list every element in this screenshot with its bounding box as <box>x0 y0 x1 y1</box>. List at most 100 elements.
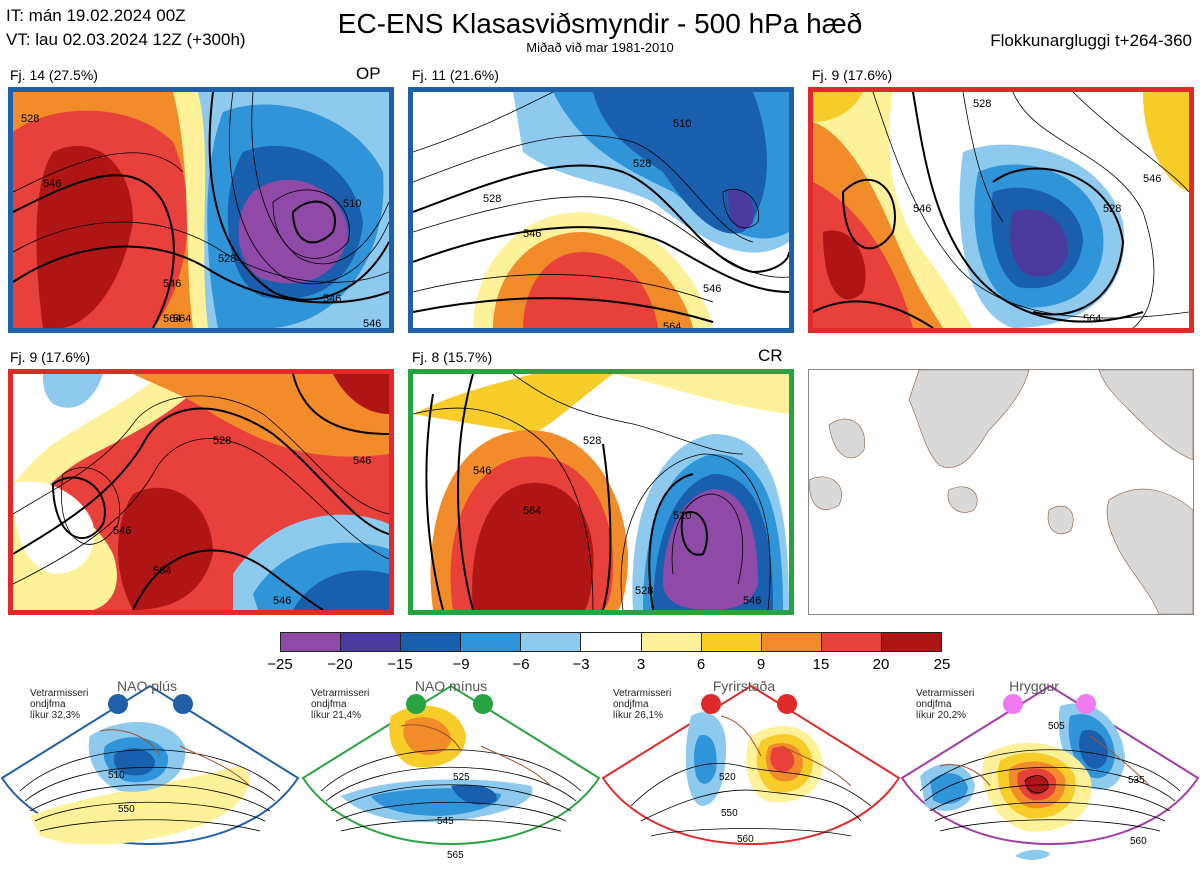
regime-title: NAO mínus <box>414 678 488 694</box>
regime-title: Hryggur <box>1009 678 1059 694</box>
regime-ridge: 505 535 560 Hryggur Vetrarmisseri ondjfma… <box>900 676 1200 871</box>
contour-label: 560 <box>737 834 754 845</box>
contour-label: 510 <box>343 198 361 210</box>
color-scale-legend <box>280 632 942 652</box>
regime-note: Vetrarmisseri ondjfma líkur 26,1% <box>613 688 672 721</box>
legend-tick: 6 <box>696 656 706 673</box>
legend-tick: −6 <box>512 656 530 673</box>
contour-label: 546 <box>913 203 931 215</box>
contour-label: 546 <box>523 228 541 240</box>
regime-nao-minus: 525 545 565 NAO mínus Vetrarmisseri ondjf… <box>301 676 601 871</box>
contour-label: 528 <box>218 253 236 265</box>
cluster-map-5: 528 546 564 510 528 546 <box>408 369 794 615</box>
contour-label: 528 <box>635 585 653 597</box>
cluster-map-2: 510 528 528 546 546 564 <box>408 87 794 333</box>
contour-label: 564 <box>163 313 181 325</box>
legend-swatch <box>401 633 462 651</box>
contour-label: 510 <box>108 770 125 781</box>
contour-label: 528 <box>213 435 231 447</box>
regime-dot <box>777 694 797 714</box>
legend-swatch <box>821 633 882 651</box>
contour-label: 546 <box>163 278 181 290</box>
regime-dot <box>473 694 493 714</box>
cluster-map-4: 528 546 564 546 546 <box>8 369 394 615</box>
valid-time: VT: lau 02.03.2024 12Z (+300h) <box>6 30 246 49</box>
regime-title: Fyrirstaða <box>712 678 776 694</box>
contour-label: 546 <box>353 455 371 467</box>
regime-dot <box>406 694 426 714</box>
contour-label: 505 <box>1048 721 1065 732</box>
contour-label: 564 <box>663 321 681 328</box>
cluster-tag: CR <box>758 346 783 365</box>
legend-swatch <box>461 633 522 651</box>
regime-dot <box>1076 694 1096 714</box>
page-subtitle: Miðað við mar 1981-2010 <box>526 40 674 55</box>
classification-window: Flokkunargluggi t+264-360 <box>990 31 1192 50</box>
legend-swatch <box>341 633 402 651</box>
legend-tick: 25 <box>933 656 951 673</box>
contour-label: 528 <box>633 158 651 170</box>
regime-note: Vetrarmisseri ondjfma líkur 20,2% <box>916 688 975 721</box>
contour-label: 510 <box>673 510 691 522</box>
legend-tick: −20 <box>327 656 353 673</box>
legend-swatch <box>281 633 342 651</box>
regime-note: Vetrarmisseri ondjfma líkur 21,4% <box>311 688 370 721</box>
contour-label: 546 <box>473 465 491 477</box>
contour-label: 546 <box>363 318 381 328</box>
cluster-map-3: 528 546 528 546 564 <box>808 87 1194 333</box>
regime-dot <box>701 694 721 714</box>
contour-label: 564 <box>153 565 171 577</box>
legend-tick: 9 <box>756 656 766 673</box>
base-map <box>808 369 1194 615</box>
contour-label: 550 <box>721 808 738 819</box>
cluster-map-1: 528 546 546 564 510 528 546 564 546 <box>8 87 394 333</box>
regime-title: NAO plús <box>117 678 177 694</box>
contour-label: 546 <box>43 178 61 190</box>
contour-label: 525 <box>453 772 470 783</box>
contour-label: 528 <box>483 193 501 205</box>
regime-nao-plus: 510 550 NAO plús Vetrarmisseri ondjfma lík… <box>0 676 300 871</box>
legend-tick: 15 <box>812 656 830 673</box>
contour-label: 546 <box>1143 173 1161 185</box>
legend-swatch <box>701 633 762 651</box>
contour-label: 528 <box>1103 203 1121 215</box>
legend-swatch <box>761 633 822 651</box>
legend-swatch <box>581 633 642 651</box>
regime-dot <box>108 694 128 714</box>
contour-label: 510 <box>673 118 691 130</box>
regime-dot <box>173 694 193 714</box>
contour-label: 546 <box>703 283 721 295</box>
contour-label: 535 <box>1128 775 1145 786</box>
legend-tick: 20 <box>872 656 890 673</box>
contour-label: 564 <box>523 505 541 517</box>
regime-dot <box>1003 694 1023 714</box>
contour-label: 545 <box>437 816 454 827</box>
page-title: EC-ENS Klasasviðsmyndir - 500 hPa hæð <box>337 8 863 39</box>
legend-tick: −3 <box>572 656 590 673</box>
contour-label: 564 <box>173 313 191 325</box>
contour-label: 546 <box>113 525 131 537</box>
cluster-label: Fj. 8 (15.7%) <box>412 349 493 365</box>
contour-label: 565 <box>447 850 464 861</box>
contour-label: 520 <box>719 772 736 783</box>
contour-label: 546 <box>273 595 291 607</box>
contour-label: 560 <box>1130 836 1147 847</box>
cluster-label: Fj. 14 (27.5%) <box>10 67 98 83</box>
contour-label: 546 <box>743 595 761 607</box>
contour-label: 528 <box>21 113 39 125</box>
legend-swatch <box>641 633 702 651</box>
legend-swatch <box>881 633 942 651</box>
init-time: IT: mán 19.02.2024 00Z <box>6 6 186 25</box>
regime-note: Vetrarmisseri ondjfma líkur 32,3% <box>30 688 89 721</box>
cluster-label: Fj. 11 (21.6%) <box>412 67 499 83</box>
contour-label: 528 <box>973 98 991 110</box>
cluster-label: Fj. 9 (17.6%) <box>10 349 91 365</box>
contour-label: 546 <box>323 293 341 305</box>
regime-blocking: 520 550 560 Fyrirstaða Vetrarmisseri ondj… <box>601 676 901 871</box>
legend-tick: −15 <box>387 656 413 673</box>
contour-label: 528 <box>583 435 601 447</box>
contour-label: 564 <box>1083 313 1101 325</box>
legend-tick: 3 <box>636 656 646 673</box>
legend-tick: −9 <box>452 656 470 673</box>
legend-swatch <box>521 633 582 651</box>
